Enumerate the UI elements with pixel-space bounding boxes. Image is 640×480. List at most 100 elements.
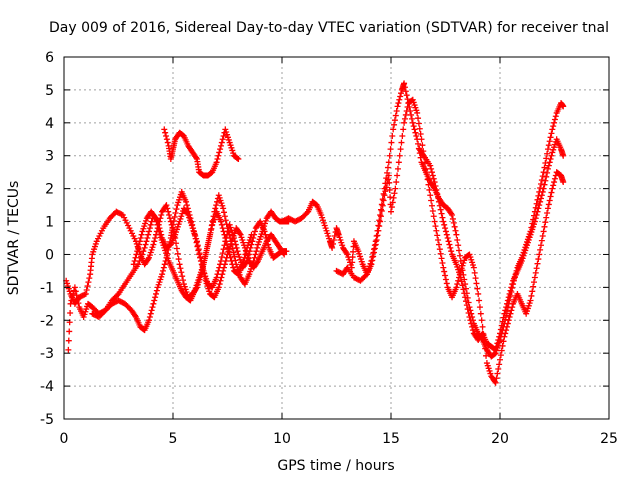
data-point	[183, 198, 190, 205]
data-point-interp	[428, 197, 435, 204]
data-point-interp	[138, 231, 145, 238]
data-point	[497, 356, 503, 363]
data-point-interp	[459, 282, 466, 289]
data-point-interp	[537, 198, 544, 205]
data-point	[422, 165, 429, 172]
data-point-interp	[173, 245, 180, 252]
data-point-interp	[369, 257, 376, 264]
data-point-interp	[162, 129, 169, 136]
data-point-interp	[86, 275, 93, 282]
data-point-interp	[144, 235, 151, 241]
data-point-interp	[221, 264, 228, 271]
data-point	[475, 290, 482, 297]
data-point-interp	[435, 236, 442, 243]
data-point-interp	[194, 242, 201, 249]
data-point-interp	[217, 277, 224, 284]
data-point-interp	[443, 231, 450, 238]
data-point-interp	[193, 154, 200, 161]
data-point-interp	[411, 126, 418, 133]
y-tick-label: 2	[45, 182, 54, 198]
data-point-interp	[362, 272, 369, 279]
data-point	[372, 241, 379, 248]
data-point-interp	[542, 159, 549, 166]
data-point-interp	[499, 318, 506, 325]
chart-title: Day 009 of 2016, Sidereal Day-to-day VTE…	[49, 20, 609, 36]
data-point-interp	[221, 209, 228, 216]
data-point-interp	[132, 312, 139, 319]
data-point-interp	[428, 169, 435, 176]
data-point-interp	[507, 310, 514, 317]
data-point-interp	[544, 209, 551, 216]
data-point	[385, 159, 392, 166]
data-point-interp	[538, 192, 545, 199]
data-point-interp	[460, 286, 467, 293]
data-point-interp	[528, 292, 535, 299]
data-point-interp	[236, 230, 243, 237]
data-point-interp	[218, 254, 225, 261]
data-point	[82, 290, 89, 297]
data-point-interp	[436, 202, 443, 209]
data-point-interp	[146, 313, 153, 320]
data-point-interp	[544, 150, 551, 157]
data-point-interp	[531, 279, 538, 286]
data-point-interp	[410, 123, 417, 130]
data-point-interp	[504, 320, 511, 327]
data-point-interp	[468, 320, 475, 327]
data-point-interp	[493, 343, 500, 350]
data-point-interp	[535, 205, 542, 212]
data-point-interp	[494, 340, 501, 347]
data-point-interp	[147, 310, 154, 317]
data-point-interp	[436, 246, 443, 253]
data-point-interp	[218, 274, 225, 281]
data-point-interp	[169, 225, 176, 232]
data-point	[527, 297, 534, 304]
data-point-interp	[439, 260, 446, 267]
data-point-interp	[539, 233, 546, 240]
data-point	[176, 261, 183, 268]
data-point	[492, 379, 499, 386]
data-point-interp	[546, 197, 553, 204]
data-point-interp	[391, 117, 398, 124]
y-tick-label: 5	[45, 83, 54, 99]
data-point	[193, 238, 200, 245]
data-point-interp	[438, 255, 445, 262]
data-point-interp	[395, 159, 402, 166]
data-point-interp	[152, 294, 159, 301]
data-point-interp	[537, 184, 544, 191]
data-point-interp	[491, 378, 498, 385]
data-point-interp	[476, 304, 483, 311]
data-point-interp	[402, 111, 409, 118]
data-point-interp	[251, 254, 258, 261]
y-tick-label: -3	[40, 346, 54, 362]
data-point-interp	[541, 223, 548, 230]
data-point-interp	[223, 221, 230, 228]
data-point-interp	[223, 238, 230, 245]
data-point	[440, 264, 447, 271]
data-point-interp	[155, 225, 162, 232]
data-point-interp	[495, 365, 502, 372]
data-point-interp	[401, 84, 408, 91]
data-point-interp	[350, 248, 357, 255]
data-point	[226, 251, 233, 258]
data-point	[457, 274, 464, 281]
y-tick-label: -4	[40, 379, 54, 395]
data-point-interp	[482, 345, 489, 352]
data-point-interp	[214, 156, 221, 163]
data-point-interp	[545, 142, 552, 149]
data-point-interp	[448, 210, 455, 217]
data-point	[470, 264, 477, 271]
data-point-interp	[139, 251, 146, 258]
data-point-interp	[548, 130, 555, 137]
data-point-interp	[437, 206, 444, 213]
data-point-interp	[374, 232, 381, 239]
data-point-interp	[206, 233, 213, 240]
data-point-interp	[399, 132, 406, 139]
data-point	[167, 218, 174, 225]
y-tick-label: 1	[45, 215, 54, 231]
data-point-interp	[441, 268, 448, 275]
data-point-interp	[502, 307, 509, 314]
data-point	[560, 179, 567, 186]
data-point-interp	[72, 288, 79, 295]
data-point-interp	[142, 241, 149, 248]
